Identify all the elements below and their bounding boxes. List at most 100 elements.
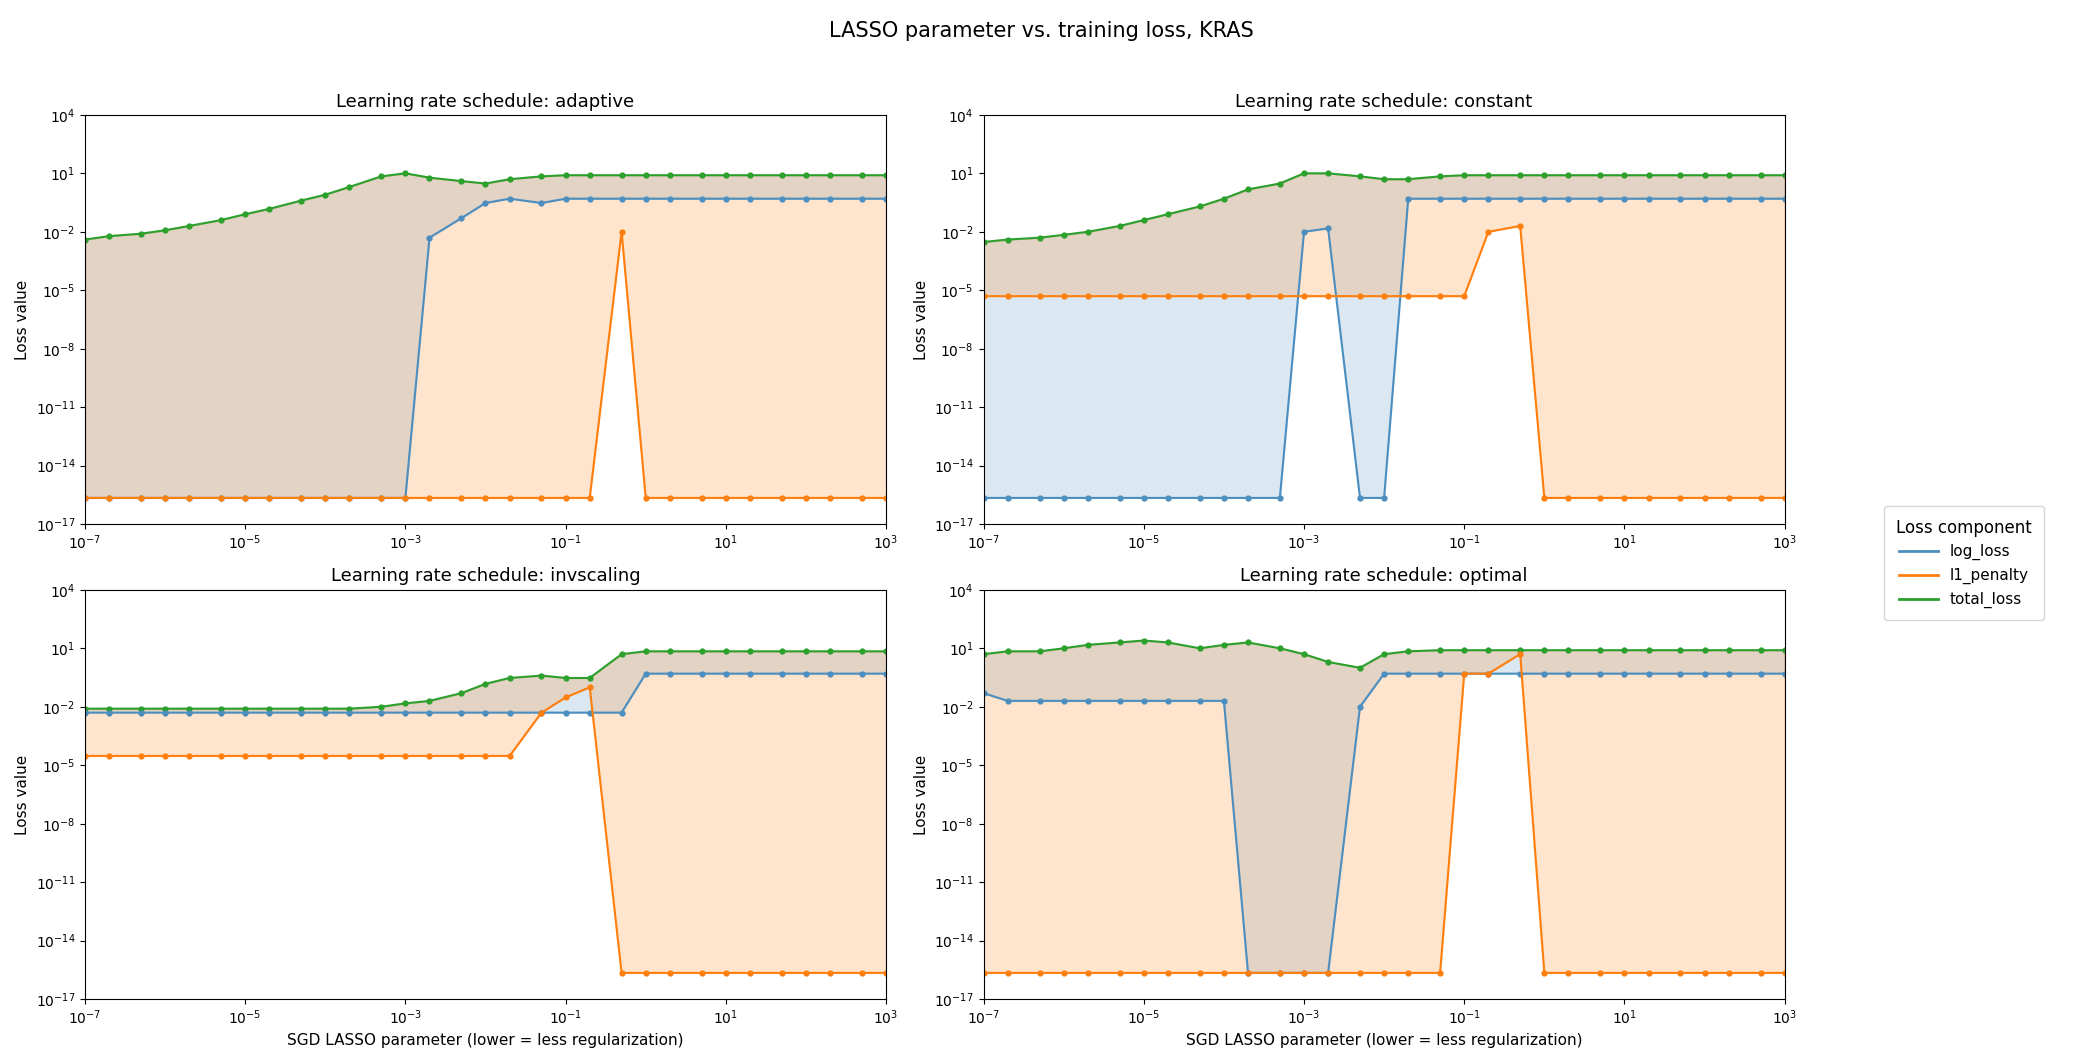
log_loss: [1316, 222, 1341, 235]
l1_penalty: [769, 966, 794, 979]
l1_penalty: [394, 749, 419, 762]
l1_penalty: [769, 491, 794, 504]
l1_penalty: [658, 491, 683, 504]
l1_penalty: [1396, 290, 1421, 303]
l1_penalty: [1773, 966, 1798, 979]
log_loss: [208, 491, 233, 504]
total_loss: [1427, 644, 1452, 657]
log_loss: [712, 668, 737, 680]
Line: log_loss: log_loss: [981, 197, 1787, 501]
log_loss: [850, 192, 875, 205]
log_loss: [369, 706, 394, 719]
log_loss: [873, 668, 898, 680]
l1_penalty: [1316, 290, 1341, 303]
l1_penalty: [177, 749, 202, 762]
log_loss: [1508, 668, 1533, 680]
log_loss: [817, 192, 842, 205]
l1_penalty: [712, 491, 737, 504]
log_loss: [394, 491, 419, 504]
total_loss: [1668, 644, 1693, 657]
l1_penalty: [498, 491, 523, 504]
log_loss: [1773, 192, 1798, 205]
log_loss: [290, 706, 315, 719]
Title: Learning rate schedule: optimal: Learning rate schedule: optimal: [1239, 568, 1527, 586]
l1_penalty: [1075, 966, 1100, 979]
log_loss: [129, 491, 154, 504]
l1_penalty: [873, 966, 898, 979]
log_loss: [448, 706, 473, 719]
log_loss: [1691, 192, 1716, 205]
l1_penalty: [448, 491, 473, 504]
Line: l1_penalty: l1_penalty: [981, 223, 1787, 501]
l1_penalty: [73, 749, 98, 762]
total_loss: [1508, 644, 1533, 657]
l1_penalty: [633, 491, 658, 504]
l1_penalty: [152, 491, 177, 504]
l1_penalty: [1075, 290, 1100, 303]
log_loss: [498, 192, 523, 205]
total_loss: [1348, 661, 1373, 674]
log_loss: [1371, 491, 1396, 504]
total_loss: [1371, 647, 1396, 660]
log_loss: [817, 668, 842, 680]
log_loss: [1235, 966, 1260, 979]
total_loss: [417, 171, 442, 184]
total_loss: [737, 169, 762, 182]
total_loss: [448, 174, 473, 187]
l1_penalty: [971, 966, 996, 979]
log_loss: [1716, 668, 1741, 680]
total_loss: [1427, 170, 1452, 183]
log_loss: [608, 706, 633, 719]
log_loss: [1635, 668, 1660, 680]
l1_penalty: [608, 225, 633, 238]
l1_penalty: [73, 491, 98, 504]
log_loss: [1187, 694, 1212, 707]
l1_penalty: [1156, 966, 1181, 979]
total_loss: [129, 227, 154, 240]
total_loss: [1052, 642, 1077, 655]
l1_penalty: [337, 491, 362, 504]
total_loss: [1635, 644, 1660, 657]
log_loss: [1052, 491, 1077, 504]
l1_penalty: [817, 966, 842, 979]
log_loss: [417, 706, 442, 719]
l1_penalty: [712, 966, 737, 979]
log_loss: [312, 491, 337, 504]
total_loss: [712, 645, 737, 658]
l1_penalty: [1477, 668, 1502, 680]
l1_penalty: [577, 681, 602, 694]
Line: l1_penalty: l1_penalty: [981, 652, 1787, 976]
Line: log_loss: log_loss: [83, 197, 889, 501]
total_loss: [312, 188, 337, 201]
l1_penalty: [473, 749, 498, 762]
total_loss: [73, 233, 98, 246]
log_loss: [1396, 668, 1421, 680]
l1_penalty: [1212, 966, 1237, 979]
log_loss: [1075, 694, 1100, 707]
log_loss: [1108, 694, 1133, 707]
total_loss: [233, 208, 258, 221]
l1_penalty: [96, 491, 121, 504]
total_loss: [1075, 639, 1100, 652]
l1_penalty: [233, 491, 258, 504]
l1_penalty: [794, 966, 819, 979]
log_loss: [233, 706, 258, 719]
log_loss: [1452, 668, 1477, 680]
total_loss: [817, 645, 842, 658]
log_loss: [971, 491, 996, 504]
l1_penalty: [996, 966, 1021, 979]
total_loss: [1531, 644, 1556, 657]
total_loss: [996, 645, 1021, 658]
total_loss: [971, 647, 996, 660]
total_loss: [1052, 229, 1077, 241]
l1_penalty: [1668, 491, 1693, 504]
l1_penalty: [290, 491, 315, 504]
l1_penalty: [658, 966, 683, 979]
l1_penalty: [1587, 966, 1612, 979]
l1_penalty: [448, 749, 473, 762]
Line: total_loss: total_loss: [83, 648, 889, 711]
l1_penalty: [971, 290, 996, 303]
total_loss: [794, 645, 819, 658]
total_loss: [498, 173, 523, 186]
total_loss: [1691, 644, 1716, 657]
